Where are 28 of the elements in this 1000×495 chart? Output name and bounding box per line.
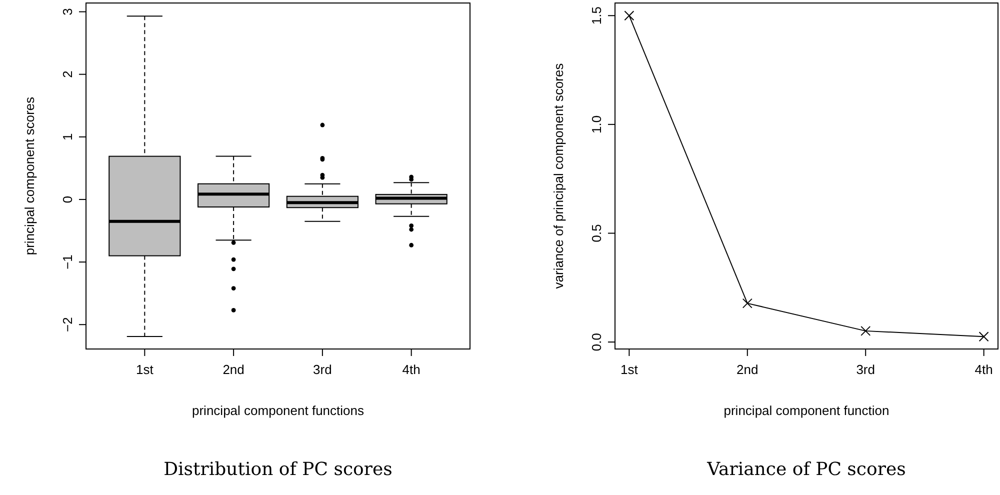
x-tick-label: 3rd (856, 362, 876, 377)
y-tick-label: 3 (60, 8, 75, 16)
x-tick-label: 1st (620, 362, 638, 377)
y-tick-label: 0 (60, 196, 75, 204)
text: Distribution of PC scores (164, 459, 392, 480)
y-axis-title: principal component scores (22, 96, 37, 256)
x-tick-label: 2nd (736, 362, 758, 377)
y-tick-label: −1 (60, 254, 75, 270)
y-tick-label: 2 (60, 70, 75, 78)
y-tick-label: 1.0 (589, 115, 604, 134)
y-tick-label: −2 (60, 317, 75, 332)
x-tick-label: 4th (974, 362, 993, 377)
point (742, 298, 752, 308)
x-tick-label: 1st (136, 362, 154, 377)
y-tick-label: 1.5 (589, 6, 604, 25)
point (860, 326, 871, 336)
point (978, 332, 989, 342)
y-tick-label: 0.5 (589, 224, 604, 242)
x-tick-label: 3rd (313, 362, 332, 377)
y-axis-title: variance of principal component scores (551, 62, 566, 289)
point (624, 10, 634, 21)
text: Variance of PC scores (706, 459, 906, 480)
y-tick-label: 0.0 (589, 332, 604, 352)
x-axis-title: principal component functions (192, 403, 364, 418)
x-tick-label: 2nd (222, 362, 244, 377)
x-tick-label: 4th (402, 362, 420, 377)
x-axis-title: principal component function (724, 403, 890, 418)
y-tick-label: 1 (60, 133, 75, 141)
